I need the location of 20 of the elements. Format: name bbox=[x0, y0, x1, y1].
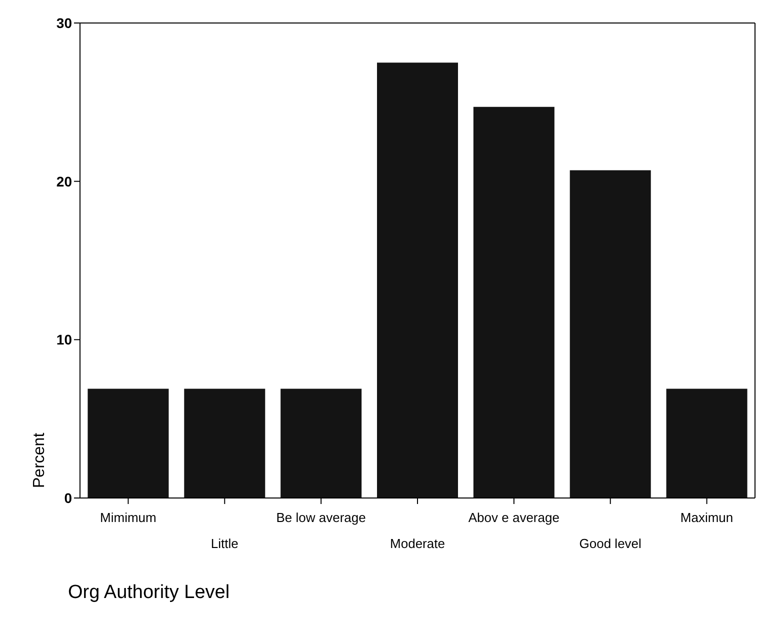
x-axis-title: Org Authority Level bbox=[68, 582, 231, 604]
x-tick-label: Good level bbox=[579, 536, 642, 551]
x-tick-label: Abov e average bbox=[468, 510, 560, 525]
x-tick-label: Little bbox=[210, 536, 238, 551]
x-tick-label: Mimimum bbox=[100, 510, 156, 525]
bar bbox=[184, 388, 266, 498]
x-tick-label: Maximun bbox=[680, 510, 734, 525]
x-tick-label: Moderate bbox=[390, 536, 445, 551]
bar bbox=[570, 170, 651, 498]
bar bbox=[666, 388, 748, 498]
bar bbox=[377, 62, 458, 498]
bar bbox=[473, 106, 554, 498]
bar bbox=[88, 388, 169, 498]
y-axis-title: Percent bbox=[31, 432, 48, 488]
y-tick-label: 0 bbox=[64, 490, 72, 506]
y-tick-label: 20 bbox=[56, 173, 72, 190]
bar bbox=[280, 388, 362, 498]
x-tick-label: Be low average bbox=[276, 510, 366, 525]
y-tick-label: 30 bbox=[56, 14, 72, 31]
y-tick-label: 10 bbox=[56, 332, 72, 348]
